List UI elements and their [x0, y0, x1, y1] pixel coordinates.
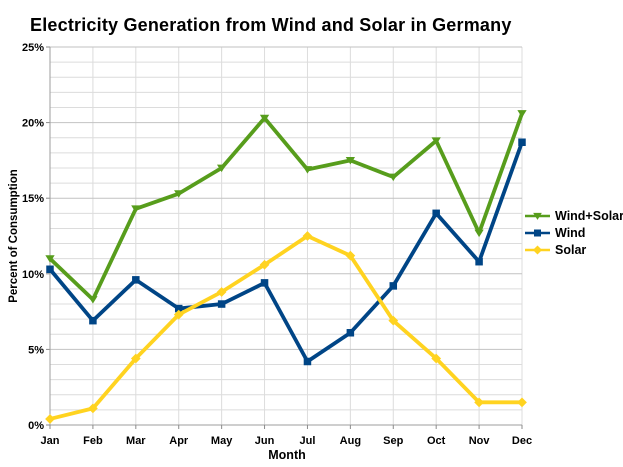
series-line-wind-solar-marker — [431, 137, 441, 145]
series-line-solar-marker — [431, 353, 442, 364]
legend-item-solar: Solar — [524, 243, 623, 257]
series-line-wind-marker — [389, 282, 398, 290]
x-tick-label: Aug — [340, 435, 361, 447]
series-line-wind-solar-marker — [45, 255, 55, 263]
series-line-wind-solar-marker — [388, 173, 398, 182]
series-line-wind-solar-marker — [345, 157, 356, 165]
series-line-wind-solar-marker — [517, 110, 527, 118]
series-line-solar-marker — [130, 353, 141, 364]
series-line-wind-solar-marker — [216, 164, 227, 173]
series-line-solar-marker — [45, 414, 55, 424]
series-line-solar-marker — [88, 403, 98, 414]
legend-label-wind: Wind — [555, 226, 586, 240]
y-tick-label: 25% — [22, 42, 44, 54]
wind-solar-line-marker-icon — [525, 212, 550, 220]
series-line-solar-marker — [474, 397, 484, 408]
series-line-wind-marker — [346, 329, 355, 337]
series-line-wind-marker — [518, 138, 526, 147]
series-line-wind-marker — [260, 279, 269, 287]
legend-marker — [533, 212, 542, 220]
series-line-wind-marker — [432, 209, 440, 218]
series-line-wind-marker — [46, 265, 54, 274]
x-tick-label: Oct — [427, 435, 446, 447]
x-tick-label: Sep — [383, 435, 403, 447]
series-line-solar-marker — [345, 250, 356, 261]
legend-label-solar: Solar — [555, 243, 587, 257]
x-tick-label: Jun — [255, 435, 275, 447]
series-line-solar-marker — [173, 309, 184, 320]
legend-item-wind: Wind — [524, 226, 623, 240]
series-line-wind-marker — [132, 276, 140, 284]
wind-line-marker-icon — [525, 229, 550, 237]
series-line-wind-solar-marker — [259, 114, 270, 123]
series-line-wind-solar-marker — [174, 190, 184, 198]
series-line-solar-marker — [388, 315, 399, 326]
series-line-wind-marker — [475, 257, 483, 266]
y-axis-title: Percent of Consumption — [8, 169, 20, 303]
y-tick-label: 10% — [22, 269, 44, 281]
legend-label-wind-solar: Wind+Solar — [555, 209, 623, 223]
legend-item-wind-solar: Wind+Solar — [524, 209, 623, 223]
x-tick-label: Feb — [83, 435, 103, 447]
x-tick-label: May — [211, 435, 233, 447]
series-line-wind-solar-marker — [302, 166, 313, 174]
x-tick-label: Jul — [300, 435, 316, 447]
series-line-wind-solar — [48, 111, 524, 302]
x-tick-label: Dec — [512, 435, 532, 447]
y-tick-label: 20% — [22, 118, 44, 130]
series-line-wind-solar-marker — [88, 296, 98, 304]
y-tick-label: 0% — [28, 420, 44, 432]
series-line-wind-solar-marker — [474, 229, 484, 238]
legend-marker — [534, 229, 541, 237]
x-tick-label: Jan — [41, 435, 60, 447]
y-tick-label: 15% — [22, 193, 44, 205]
series-line-wind — [48, 140, 524, 364]
series-line-solar-marker — [517, 397, 527, 408]
legend-marker — [532, 245, 543, 255]
series-line-solar — [48, 234, 524, 421]
y-tick-label: 5% — [28, 344, 44, 356]
series-line-wind-solar-marker — [131, 205, 141, 213]
chart-title: Electricity Generation from Wind and Sol… — [30, 15, 512, 35]
x-axis-title: Month — [268, 448, 306, 462]
series-line-wind-marker — [89, 316, 97, 325]
x-tick-label: Apr — [169, 435, 189, 447]
series-line-wind-marker — [217, 300, 226, 308]
series-line-wind-marker — [303, 357, 312, 366]
legend: Wind+Solar Wind Solar — [524, 209, 623, 257]
series-line-solar-marker — [259, 259, 270, 270]
series-line-solar-marker — [216, 287, 227, 297]
solar-line-marker-icon — [525, 245, 550, 255]
series-line-wind-marker — [174, 304, 183, 313]
x-tick-label: Mar — [126, 435, 146, 447]
x-tick-label: Nov — [469, 435, 491, 447]
series-line-solar-marker — [302, 231, 313, 241]
